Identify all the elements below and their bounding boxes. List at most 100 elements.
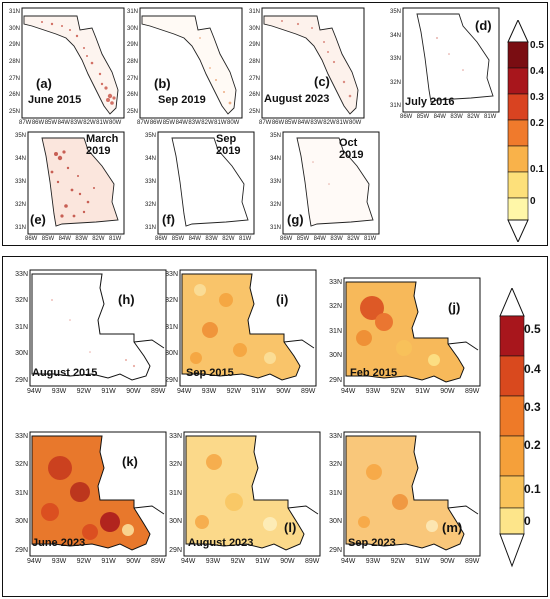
ndvi-anomaly-speckles [436, 37, 464, 71]
lat-tick-label: 31N [248, 9, 260, 15]
bottom-colorbar-bar [499, 288, 525, 568]
lon-tick-label: 84W [188, 236, 201, 242]
lon-tick-label: 91W [415, 388, 430, 395]
lon-tick-label: 85W [162, 120, 176, 126]
lat-tick-label: 32N [15, 461, 28, 468]
louisiana-map-i [179, 269, 317, 387]
ndvi-anomaly-speckles [51, 299, 136, 368]
lon-tick-label: 93W [51, 558, 67, 565]
map-panel-l: (l) August 2023 [183, 431, 321, 557]
panel-e-letter: (e) [30, 212, 46, 227]
lat-tick-label: 29N [169, 546, 182, 554]
lat-tick-label: 27N [248, 75, 260, 82]
lon-tick-label: 82W [467, 114, 480, 120]
lon-tick-label: 86W [31, 120, 45, 126]
top-colorbar-bar [507, 20, 529, 242]
lat-tick-label: 28N [8, 59, 20, 65]
lat-tick-label: 31N [126, 9, 138, 15]
lat-tick-label: 30N [169, 518, 182, 525]
lat-tick-label: 30N [15, 518, 28, 525]
top-cbar-tick-5: 0 [530, 196, 536, 207]
lat-tick-label: 29N [329, 546, 342, 554]
panel-h-date: August 2015 [32, 367, 98, 379]
lon-tick-label: 81W [96, 120, 109, 126]
panel-e-date: March 2019 [86, 133, 126, 157]
lat-tick-label: 31N [8, 9, 20, 15]
lat-tick-label: 26N [8, 92, 20, 99]
lon-tick-label: 86W [155, 236, 168, 242]
map-panel-h: (h) August 2015 [29, 269, 167, 387]
lon-tick-label: 80W [227, 120, 240, 126]
bottom-cbar-tick-2: 0.3 [524, 400, 541, 414]
lat-tick-label: 29N [15, 376, 28, 384]
bottom-cbar-tick-1: 0.4 [524, 362, 541, 376]
georgia-outline [416, 13, 494, 103]
lat-tick-label: 32N [329, 303, 342, 310]
panel-f-letter: (f) [162, 212, 175, 227]
lon-tick-label: 90W [440, 388, 455, 395]
lon-tick-label: 94W [341, 388, 356, 395]
lat-tick-label: 34N [144, 156, 156, 162]
panel-d-date: July 2016 [405, 96, 455, 108]
ndvi-anomaly-speckles [50, 150, 95, 218]
florida-outline [23, 15, 119, 115]
lat-tick-label: 31N [15, 323, 28, 331]
lon-tick-label: 89W [301, 388, 316, 395]
lon-tick-label: 91W [101, 388, 116, 395]
panel-i-letter: (i) [276, 292, 289, 307]
lon-tick-label: 82W [323, 120, 336, 126]
georgia-map-d [402, 7, 500, 113]
lon-tick-label: 84W [313, 236, 326, 242]
lon-tick-label: 90W [126, 558, 141, 565]
lon-tick-label: 83W [450, 114, 463, 120]
top-cbar-tick-4: 0.1 [530, 164, 544, 175]
lon-tick-label: 89W [305, 558, 320, 565]
lon-tick-label: 90W [126, 388, 141, 395]
panel-l-letter: (l) [284, 520, 297, 535]
lat-tick-label: 34N [389, 32, 401, 39]
panel-l-date: August 2023 [188, 537, 254, 549]
georgia-outline [41, 137, 119, 227]
panel-b-letter: (b) [154, 76, 171, 91]
map-panel-k: (k) June 2023 [29, 431, 167, 557]
lat-tick-label: 27N [8, 75, 20, 82]
lon-tick-label: 82W [347, 236, 360, 242]
lon-tick-label: 85W [416, 114, 430, 120]
lat-tick-label: 35N [14, 133, 26, 139]
ndvi-anomaly-speckles [312, 161, 330, 185]
florida-map-c [261, 7, 365, 119]
lon-tick-label: 83W [310, 120, 323, 126]
ndvi-anomaly-patches [190, 284, 276, 364]
lat-tick-label: 31N [169, 489, 182, 497]
panel-d-letter: (d) [475, 18, 492, 33]
lon-tick-label: 85W [41, 236, 55, 242]
ndvi-anomaly-patches [41, 456, 134, 540]
louisiana-map-h [29, 269, 167, 387]
lon-tick-label: 86W [25, 236, 38, 242]
lon-tick-label: 84W [58, 236, 71, 242]
lon-tick-label: 80W [109, 120, 122, 126]
louisiana-map-l [183, 431, 321, 557]
lat-tick-label: 31N [269, 225, 281, 231]
lon-tick-label: 90W [280, 558, 295, 565]
ndvi-anomaly-patches [358, 464, 438, 532]
lon-tick-label: 91W [255, 558, 270, 565]
florida-outline [263, 15, 359, 115]
lon-tick-label: 85W [284, 120, 298, 126]
lat-tick-label: 31N [329, 489, 342, 497]
lat-tick-label: 31N [329, 327, 342, 335]
florida-outline [141, 15, 237, 115]
lon-tick-label: 86W [280, 236, 293, 242]
lon-tick-label: 92W [390, 558, 405, 565]
lon-tick-label: 81W [239, 236, 252, 242]
panel-k-date: June 2023 [32, 537, 86, 549]
lon-tick-label: 93W [201, 388, 217, 395]
lat-tick-label: 30N [15, 350, 28, 357]
lat-tick-label: 32N [389, 79, 401, 86]
lon-tick-label: 86W [271, 120, 285, 126]
lon-tick-label: 94W [27, 388, 42, 395]
lat-tick-label: 33N [15, 270, 28, 278]
top-colorbar: 0.5 0.4 0.3 0.2 0.1 0 [506, 20, 550, 242]
panel-f-date-text: Sep 2019 [216, 133, 241, 157]
lon-tick-label: 86W [149, 120, 163, 126]
